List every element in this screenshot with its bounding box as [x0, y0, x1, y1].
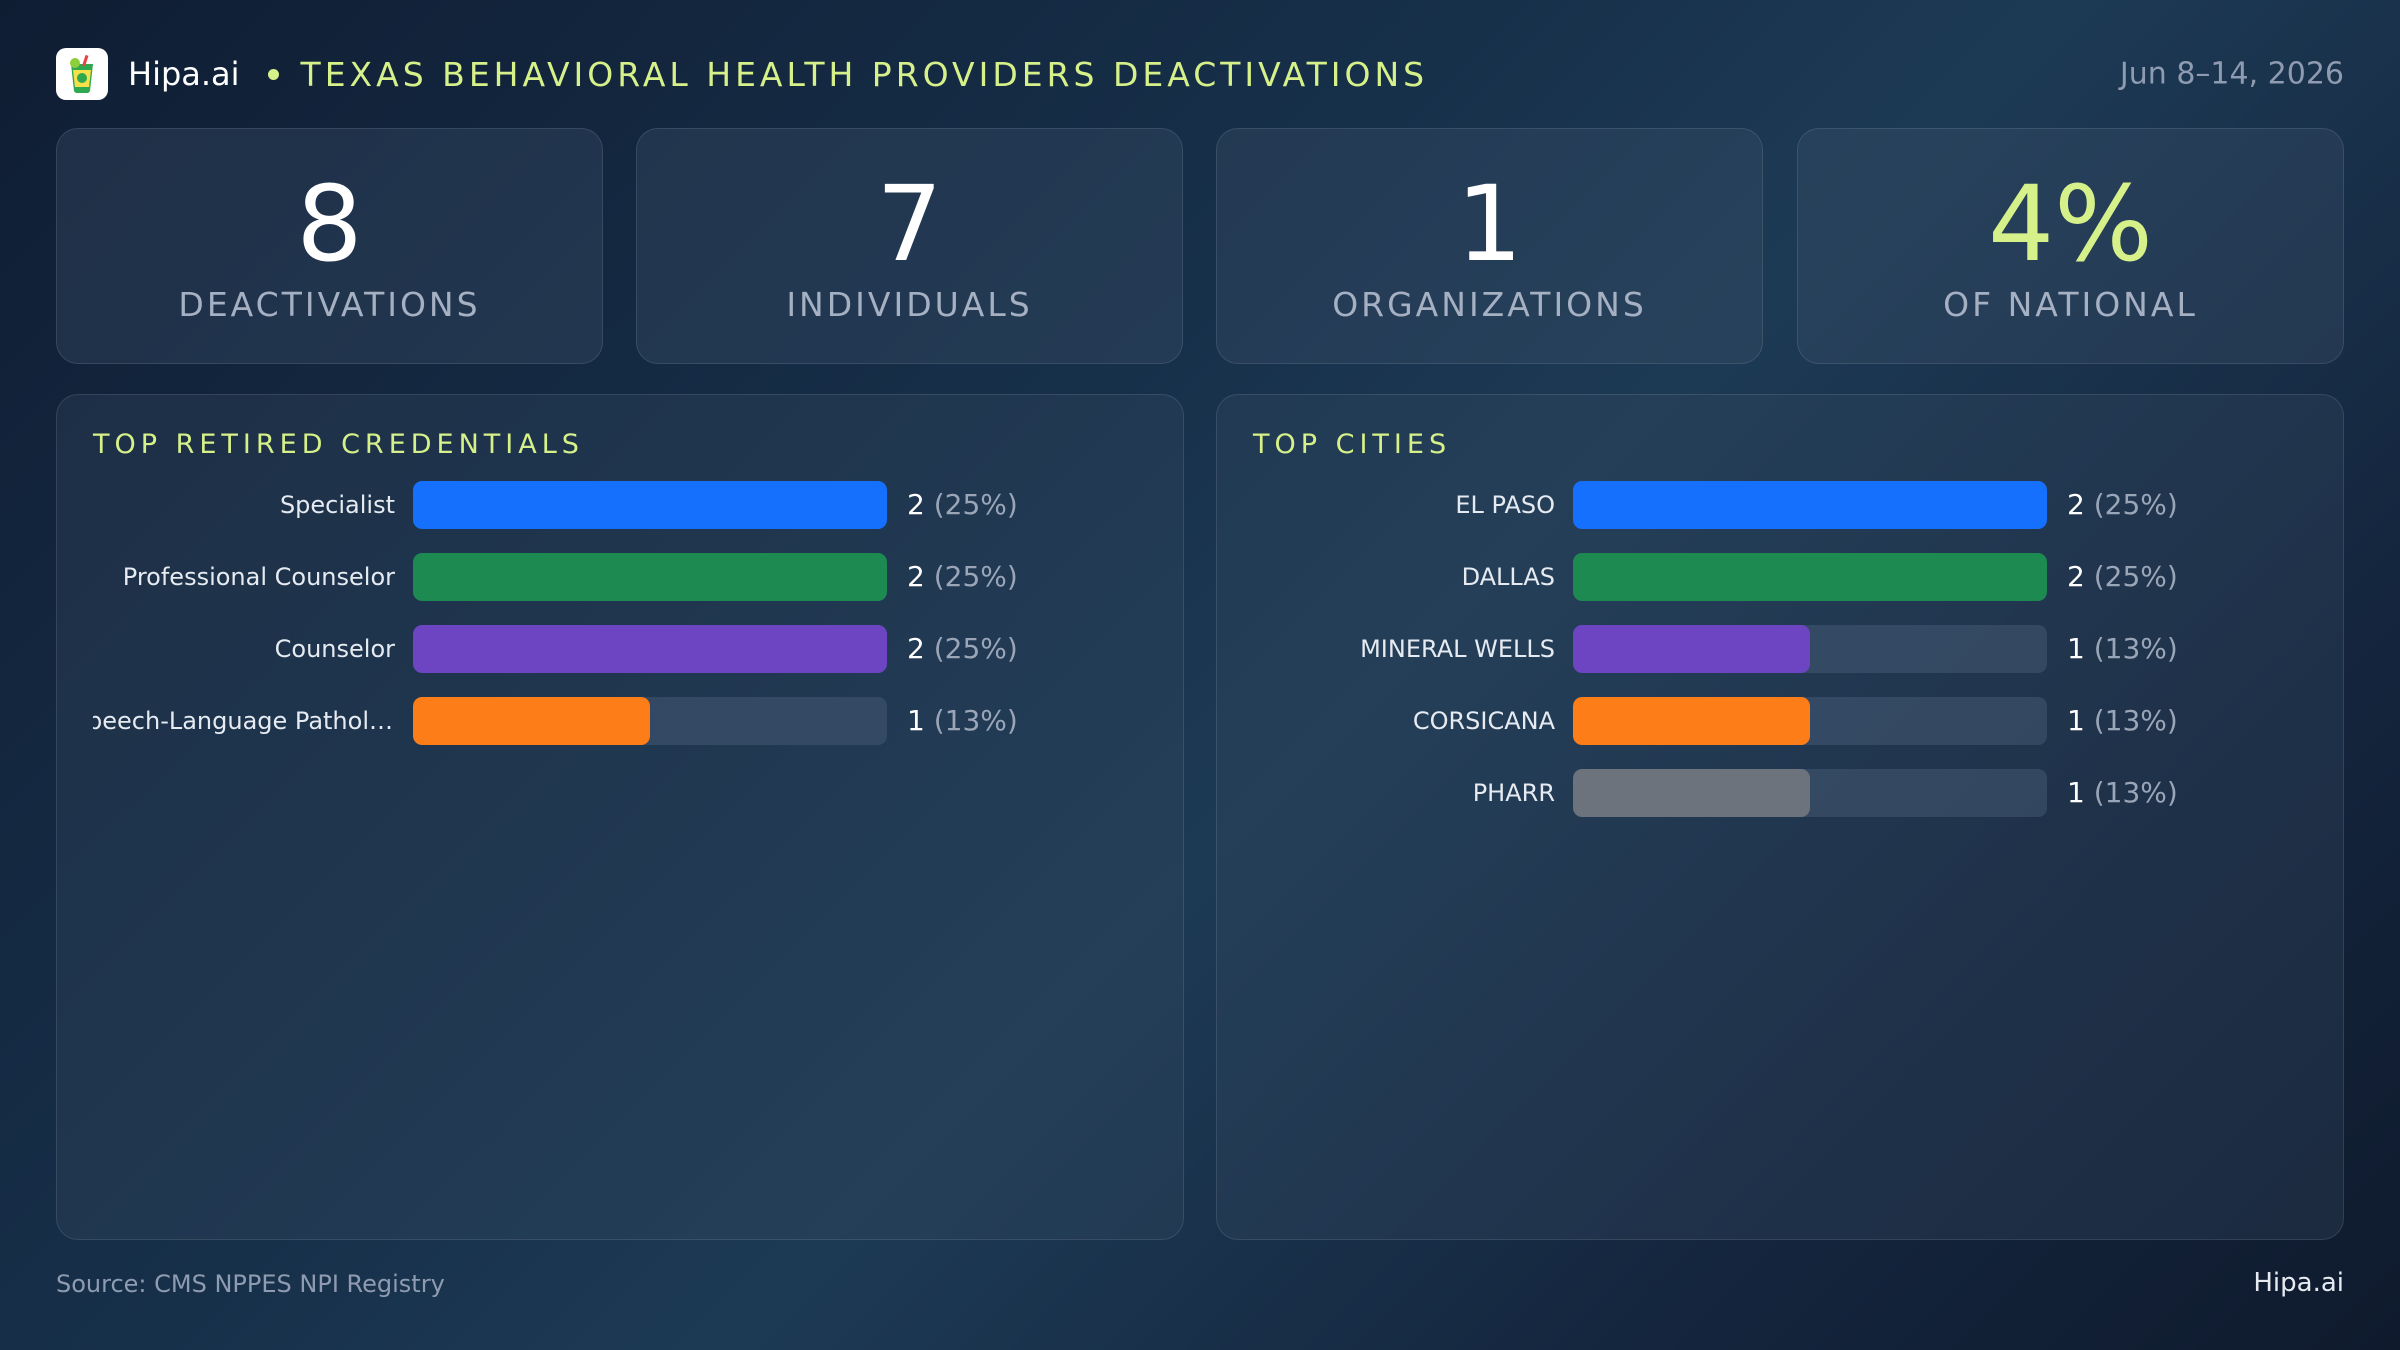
- brand-logo: [56, 48, 108, 100]
- bar-value-label: 2 (25%): [907, 481, 1018, 529]
- bar-value: 1: [2067, 704, 2085, 737]
- bar-percent: (13%): [2084, 776, 2178, 809]
- bar-value: 1: [2067, 632, 2085, 665]
- bar-row: EL PASO 2 (25%): [1217, 481, 2345, 529]
- bar-percent: (25%): [2084, 560, 2178, 593]
- bar-track: [1573, 481, 2047, 529]
- bar-value-label: 2 (25%): [907, 625, 1018, 673]
- bar-track: [1573, 769, 2047, 817]
- bar-track: [413, 553, 887, 601]
- bar-value: 1: [2067, 776, 2085, 809]
- bar-label: DALLAS: [1461, 563, 1555, 591]
- panel-title: TOP CITIES: [1253, 429, 1452, 460]
- kpi-label: INDIVIDUALS: [786, 285, 1033, 324]
- bar-value-label: 1 (13%): [907, 697, 1018, 745]
- bar: [1573, 697, 1810, 745]
- kpi-value: 4%: [1988, 163, 2153, 285]
- panel-title: TOP RETIRED CREDENTIALS: [93, 429, 584, 460]
- kpi-label: OF NATIONAL: [1943, 285, 2198, 324]
- bar-row: CORSICANA 1 (13%): [1217, 697, 2345, 745]
- bar-value-label: 2 (25%): [2067, 481, 2178, 529]
- kpi-value: 7: [876, 163, 943, 285]
- bar-track: [1573, 625, 2047, 673]
- header: Hipa.ai TEXAS BEHAVIORAL HEALTH PROVIDER…: [56, 46, 2344, 102]
- bar-label: Specialist: [279, 491, 395, 519]
- bar-row: Speech-Language Pathol… 1 (13%): [57, 697, 1185, 745]
- bar: [1573, 625, 1810, 673]
- bar-track: [413, 697, 887, 745]
- footer-brand: Hipa.ai: [2253, 1268, 2344, 1298]
- kpi-row: 8 DEACTIVATIONS 7 INDIVIDUALS 1 ORGANIZA…: [56, 128, 2344, 366]
- bar-label: PHARR: [1472, 779, 1555, 807]
- kpi-card-organizations: 1 ORGANIZATIONS: [1216, 128, 1763, 364]
- bar-percent: (25%): [2084, 488, 2178, 521]
- kpi-label: ORGANIZATIONS: [1332, 285, 1647, 324]
- cities-panel: TOP CITIES EL PASO 2 (25%) DALLAS 2 (25%) MI…: [1216, 394, 2344, 1240]
- bar-label: CORSICANA: [1412, 707, 1555, 735]
- bar-percent: (25%): [924, 560, 1018, 593]
- bar-value: 2: [2067, 560, 2085, 593]
- bar-value: 2: [907, 488, 925, 521]
- bar-label: EL PASO: [1455, 491, 1555, 519]
- footer-source: Source: CMS NPPES NPI Registry: [56, 1270, 445, 1298]
- bar: [1573, 769, 1810, 817]
- bar-value-label: 1 (13%): [2067, 697, 2178, 745]
- bar-label: MINERAL WELLS: [1360, 635, 1555, 663]
- brand-name: Hipa.ai: [128, 55, 240, 93]
- bar-value-label: 2 (25%): [907, 553, 1018, 601]
- bar-value: 2: [907, 560, 925, 593]
- bar: [413, 697, 650, 745]
- bar-value: 1: [907, 704, 925, 737]
- credentials-panel: TOP RETIRED CREDENTIALS Specialist 2 (25%…: [56, 394, 1184, 1240]
- kpi-card-of-national: 4% OF NATIONAL: [1797, 128, 2344, 364]
- bar-row: PHARR 1 (13%): [1217, 769, 2345, 817]
- bar: [413, 481, 887, 529]
- kpi-card-individuals: 7 INDIVIDUALS: [636, 128, 1183, 364]
- bar-track: [1573, 553, 2047, 601]
- bar: [1573, 481, 2047, 529]
- kpi-value: 8: [296, 163, 363, 285]
- kpi-card-deactivations: 8 DEACTIVATIONS: [56, 128, 603, 364]
- kpi-label: DEACTIVATIONS: [178, 285, 481, 324]
- bar-row: Counselor 2 (25%): [57, 625, 1185, 673]
- bar-row: MINERAL WELLS 1 (13%): [1217, 625, 2345, 673]
- bar-percent: (25%): [924, 632, 1018, 665]
- bar-label: Professional Counselor: [122, 563, 395, 591]
- bar: [413, 553, 887, 601]
- bar-value: 2: [907, 632, 925, 665]
- bar-label: Counselor: [274, 635, 395, 663]
- bar-label: Speech-Language Pathol…: [93, 707, 393, 735]
- bar-row: DALLAS 2 (25%): [1217, 553, 2345, 601]
- bar-row: Specialist 2 (25%): [57, 481, 1185, 529]
- bar-track: [413, 625, 887, 673]
- bar-percent: (13%): [2084, 632, 2178, 665]
- bar-value: 2: [2067, 488, 2085, 521]
- bar: [1573, 553, 2047, 601]
- page-title: TEXAS BEHAVIORAL HEALTH PROVIDERS DEACTI…: [300, 54, 1429, 94]
- bar-track: [1573, 697, 2047, 745]
- bar-value-label: 2 (25%): [2067, 553, 2178, 601]
- bar-percent: (25%): [924, 488, 1018, 521]
- bar-row: Professional Counselor 2 (25%): [57, 553, 1185, 601]
- kpi-value: 1: [1456, 163, 1523, 285]
- bar-percent: (13%): [2084, 704, 2178, 737]
- date-range: Jun 8–14, 2026: [2119, 56, 2344, 92]
- title-separator-dot: [267, 68, 279, 80]
- bar-value-label: 1 (13%): [2067, 625, 2178, 673]
- bar-value-label: 1 (13%): [2067, 769, 2178, 817]
- bar-track: [413, 481, 887, 529]
- bar: [413, 625, 887, 673]
- lime-cup-icon: [70, 54, 93, 93]
- bar-percent: (13%): [924, 704, 1018, 737]
